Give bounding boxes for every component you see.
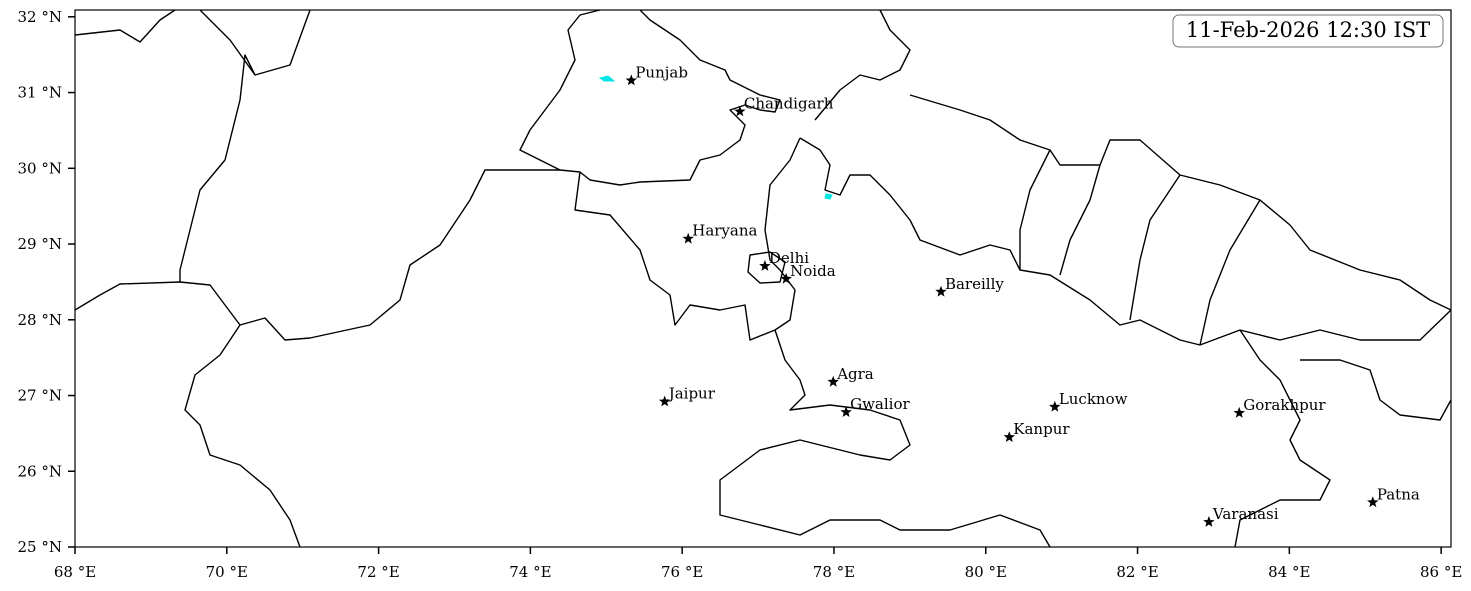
place-label: Agra (836, 365, 874, 383)
place-marker (935, 285, 947, 297)
y-tick-label: 32 °N (18, 8, 62, 26)
timestamp-box (1172, 14, 1444, 48)
place-marker (734, 105, 746, 117)
place-label: Noida (790, 262, 836, 280)
place-marker (659, 395, 671, 407)
place-label: Delhi (769, 249, 809, 267)
frame (74, 9, 1452, 548)
place-label: Patna (1377, 485, 1420, 503)
place-marker (1203, 516, 1215, 527)
x-tick-label: 84 °E (1268, 563, 1310, 581)
place-label: Haryana (692, 222, 757, 240)
y-tick-label: 28 °N (18, 311, 62, 329)
y-tick-label: 27 °N (18, 387, 62, 405)
y-tick-label: 26 °N (18, 462, 62, 480)
x-tick-label: 76 °E (661, 563, 703, 581)
place-marker (1367, 496, 1379, 508)
place-label: Chandigarh (744, 94, 834, 112)
place-label: Bareilly (945, 275, 1004, 293)
place-label: Kanpur (1013, 420, 1070, 438)
place-label: Lucknow (1059, 390, 1128, 408)
place-marker (625, 74, 637, 86)
place-marker (1003, 431, 1015, 442)
place-marker (827, 375, 839, 387)
x-tick-label: 80 °E (965, 563, 1007, 581)
x-tick-label: 82 °E (1116, 563, 1158, 581)
y-tick-label: 31 °N (18, 84, 62, 102)
place-label: Varanasi (1212, 505, 1279, 523)
timestamp: 11-Feb-2026 12:30 IST (1186, 18, 1430, 42)
place-marker (840, 406, 852, 417)
x-tick-label: 86 °E (1420, 563, 1462, 581)
x-tick-label: 78 °E (813, 563, 855, 581)
place-marker (1233, 406, 1245, 418)
x-tick-label: 72 °E (357, 563, 399, 581)
place-marker (1049, 400, 1061, 412)
place-label: Jaipur (667, 385, 716, 403)
place-marker (759, 260, 771, 271)
x-tick-label: 70 °E (206, 563, 248, 581)
y-tick-label: 30 °N (18, 159, 62, 177)
x-tick-label: 68 °E (54, 563, 96, 581)
y-tick-label: 25 °N (18, 538, 62, 556)
x-tick-label: 74 °E (509, 563, 551, 581)
place-label: Gwalior (850, 395, 910, 413)
boundaries (74, 9, 1452, 548)
place-marker (682, 232, 694, 244)
place-label: Punjab (635, 63, 688, 81)
place-marker (780, 272, 792, 284)
y-tick-label: 29 °N (18, 235, 62, 253)
place-label: Gorakhpur (1243, 396, 1326, 414)
